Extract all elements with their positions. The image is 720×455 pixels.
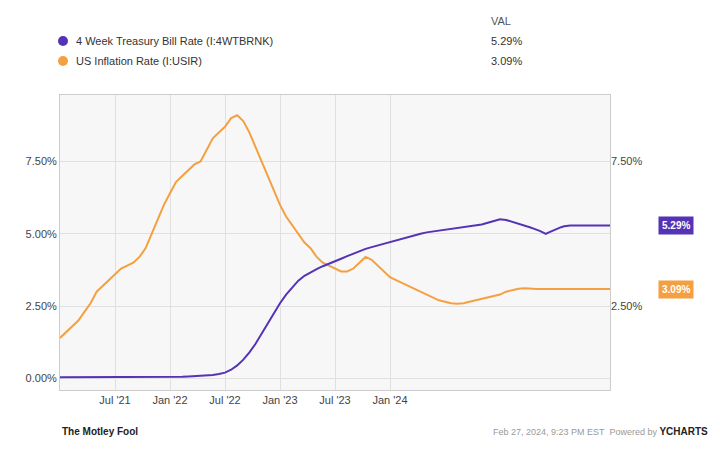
svg-text:Jan '23: Jan '23 <box>262 394 297 406</box>
svg-text:Feb 27, 2024, 9:23 PM EST Pow: Feb 27, 2024, 9:23 PM EST Powered by YCH… <box>493 426 708 437</box>
svg-text:4 Week Treasury Bill Rate (I:4: 4 Week Treasury Bill Rate (I:4WTBRNK) <box>76 35 273 47</box>
svg-text:2.50%: 2.50% <box>26 300 57 312</box>
svg-text:Jul '21: Jul '21 <box>99 394 130 406</box>
svg-text:Jul '22: Jul '22 <box>209 394 240 406</box>
svg-text:The Motley Fool: The Motley Fool <box>62 426 138 437</box>
svg-text:US Inflation Rate (I:USIR): US Inflation Rate (I:USIR) <box>76 55 202 67</box>
svg-text:VAL: VAL <box>491 15 511 27</box>
svg-text:7.50%: 7.50% <box>26 155 57 167</box>
svg-text:2.50%: 2.50% <box>611 300 642 312</box>
svg-text:Jul '23: Jul '23 <box>319 394 350 406</box>
svg-text:Jan '24: Jan '24 <box>372 394 407 406</box>
svg-text:7.50%: 7.50% <box>611 155 642 167</box>
svg-text:5.00%: 5.00% <box>26 228 57 240</box>
svg-text:3.09%: 3.09% <box>491 55 522 67</box>
svg-text:5.29%: 5.29% <box>491 35 522 47</box>
svg-text:0.00%: 0.00% <box>26 372 57 384</box>
svg-text:3.09%: 3.09% <box>662 284 690 295</box>
svg-text:5.29%: 5.29% <box>662 220 690 231</box>
svg-text:Jan '22: Jan '22 <box>152 394 187 406</box>
